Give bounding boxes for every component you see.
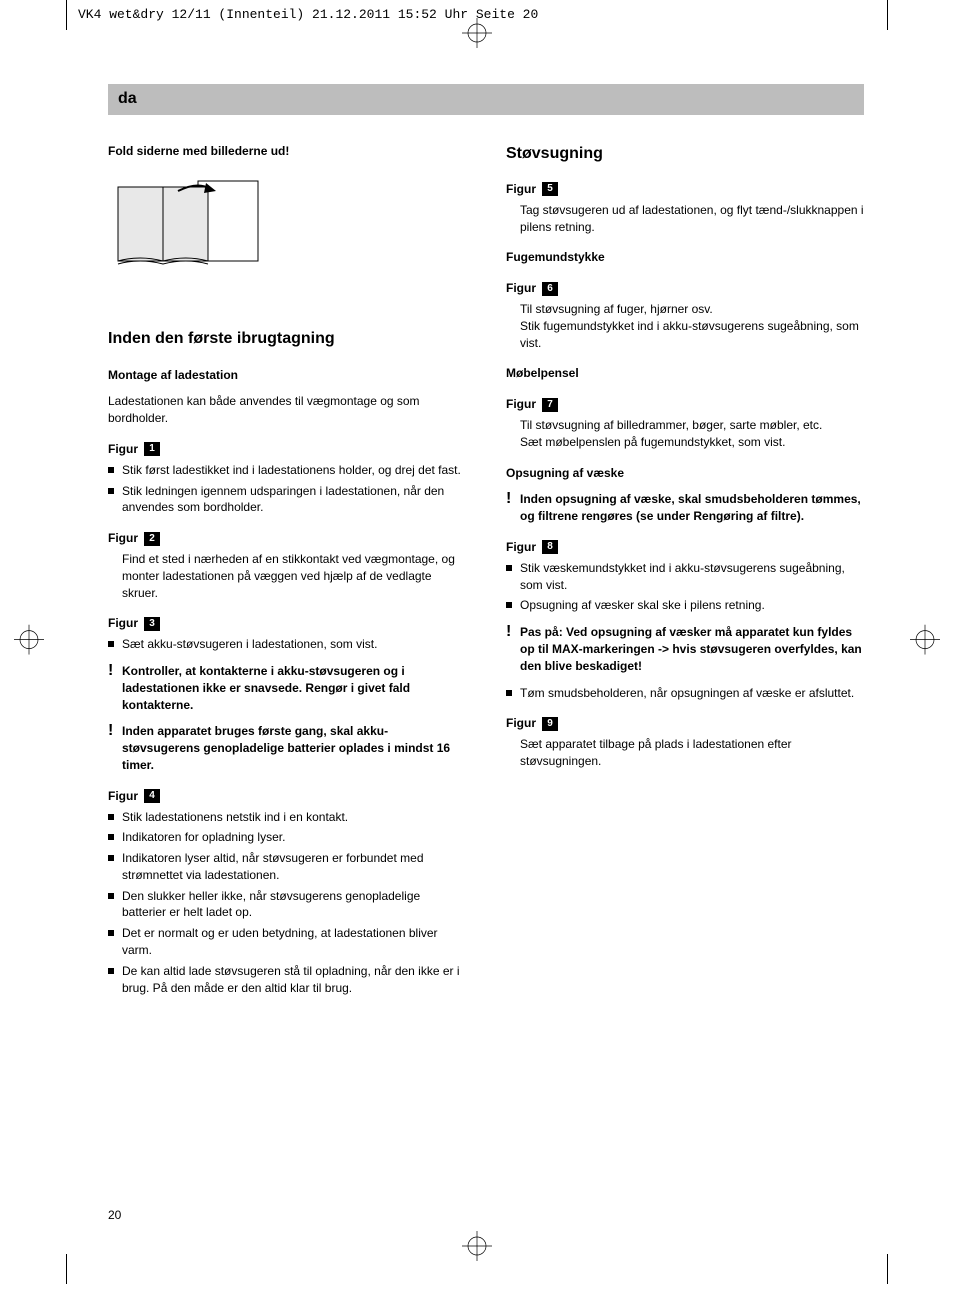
figure-number-badge: 8 — [542, 540, 558, 554]
list-item: Sæt akku-støvsugeren i ladestationen, so… — [108, 636, 466, 653]
book-unfold-diagram — [108, 173, 466, 278]
figur-word: Figur — [108, 788, 138, 805]
figure-7-label: Figur 7 — [506, 396, 864, 413]
figure-number-badge: 1 — [144, 442, 160, 456]
section-title-vacuuming: Støvsugning — [506, 143, 864, 165]
page-content: da Fold siderne med billederne ud! Inden… — [0, 24, 954, 1284]
figure-7-text: Til støvsugning af billedrammer, bøger, … — [506, 417, 864, 451]
list-item: Det er normalt og er uden betydning, at … — [108, 925, 466, 959]
figure-number-badge: 3 — [144, 617, 160, 631]
list-item: Stik væskemundstykket ind i akku-støvsug… — [506, 560, 864, 594]
figure-number-badge: 5 — [542, 182, 558, 196]
figure-2-label: Figur 2 — [108, 530, 466, 547]
warning-3: Inden opsugning af væske, skal smudsbeho… — [506, 491, 864, 525]
figure-3-label: Figur 3 — [108, 615, 466, 632]
figure-number-badge: 7 — [542, 398, 558, 412]
page-number: 20 — [108, 1207, 121, 1224]
figure-number-badge: 2 — [144, 532, 160, 546]
list-item: De kan altid lade støvsugeren stå til op… — [108, 963, 466, 997]
figure-4-list: Stik ladestationens netstik ind i en kon… — [108, 809, 466, 997]
figure-6-text: Til støvsugning af fuger, hjørner osv. S… — [506, 301, 864, 351]
content-columns: Fold siderne med billederne ud! Inden de… — [108, 143, 864, 1007]
figur-word: Figur — [506, 715, 536, 732]
left-column: Fold siderne med billederne ud! Inden de… — [108, 143, 466, 1007]
list-item: Den slukker heller ikke, når støvsugeren… — [108, 888, 466, 922]
figur-word: Figur — [506, 396, 536, 413]
list-item: Stik ladestationens netstik ind i en kon… — [108, 809, 466, 826]
list-item: Indikatoren for opladning lyser. — [108, 829, 466, 846]
list-item: Stik ledningen igennem udsparingen i lad… — [108, 483, 466, 517]
figure-1-list: Stik først ladestikket ind i ladestation… — [108, 462, 466, 516]
intro-text: Ladestationen kan både anvendes til vægm… — [108, 393, 466, 427]
figur-word: Figur — [506, 181, 536, 198]
figure-3-list: Sæt akku-støvsugeren i ladestationen, so… — [108, 636, 466, 653]
figure-8-label: Figur 8 — [506, 539, 864, 556]
warning-2: Inden apparatet bruges første gang, skal… — [108, 723, 466, 773]
figure-9-text: Sæt apparatet tilbage på plads i ladesta… — [506, 736, 864, 770]
sub-opsug: Opsugning af væske — [506, 465, 864, 482]
list-item: Stik først ladestikket ind i ladestation… — [108, 462, 466, 479]
figur-word: Figur — [506, 539, 536, 556]
sub-fuge: Fugemundstykke — [506, 249, 864, 266]
print-slug: VK4 wet&dry 12/11 (Innenteil) 21.12.2011… — [0, 0, 954, 24]
warning-4: Pas på: Ved opsugning af væsker må appar… — [506, 624, 864, 674]
list-item: Indikatoren lyser altid, når støvsugeren… — [108, 850, 466, 884]
figure-4-label: Figur 4 — [108, 788, 466, 805]
figure-5-text: Tag støvsugeren ud af ladestationen, og … — [506, 202, 864, 236]
warning-1: Kontroller, at kontakterne i akku-støvsu… — [108, 663, 466, 713]
section-title-first-use: Inden den første ibrugtagning — [108, 328, 466, 350]
sub-montage: Montage af ladestation — [108, 367, 466, 384]
figure-8-list: Stik væskemundstykket ind i akku-støvsug… — [506, 560, 864, 614]
figur-word: Figur — [108, 441, 138, 458]
figure-6-label: Figur 6 — [506, 280, 864, 297]
right-column: Støvsugning Figur 5 Tag støvsugeren ud a… — [506, 143, 864, 1007]
language-bar: da — [108, 84, 864, 114]
list-item: Opsugning af væsker skal ske i pilens re… — [506, 597, 864, 614]
figure-2-text: Find et sted i nærheden af en stikkontak… — [108, 551, 466, 601]
figur-word: Figur — [108, 615, 138, 632]
figure-number-badge: 9 — [542, 717, 558, 731]
figure-8b-list: Tøm smudsbeholderen, når opsugningen af … — [506, 685, 864, 702]
figure-5-label: Figur 5 — [506, 181, 864, 198]
list-item: Tøm smudsbeholderen, når opsugningen af … — [506, 685, 864, 702]
figure-9-label: Figur 9 — [506, 715, 864, 732]
figure-1-label: Figur 1 — [108, 441, 466, 458]
fold-heading: Fold siderne med billederne ud! — [108, 143, 466, 160]
figur-word: Figur — [108, 530, 138, 547]
figur-word: Figur — [506, 280, 536, 297]
sub-mobel: Møbelpensel — [506, 365, 864, 382]
figure-number-badge: 6 — [542, 282, 558, 296]
figure-number-badge: 4 — [144, 789, 160, 803]
